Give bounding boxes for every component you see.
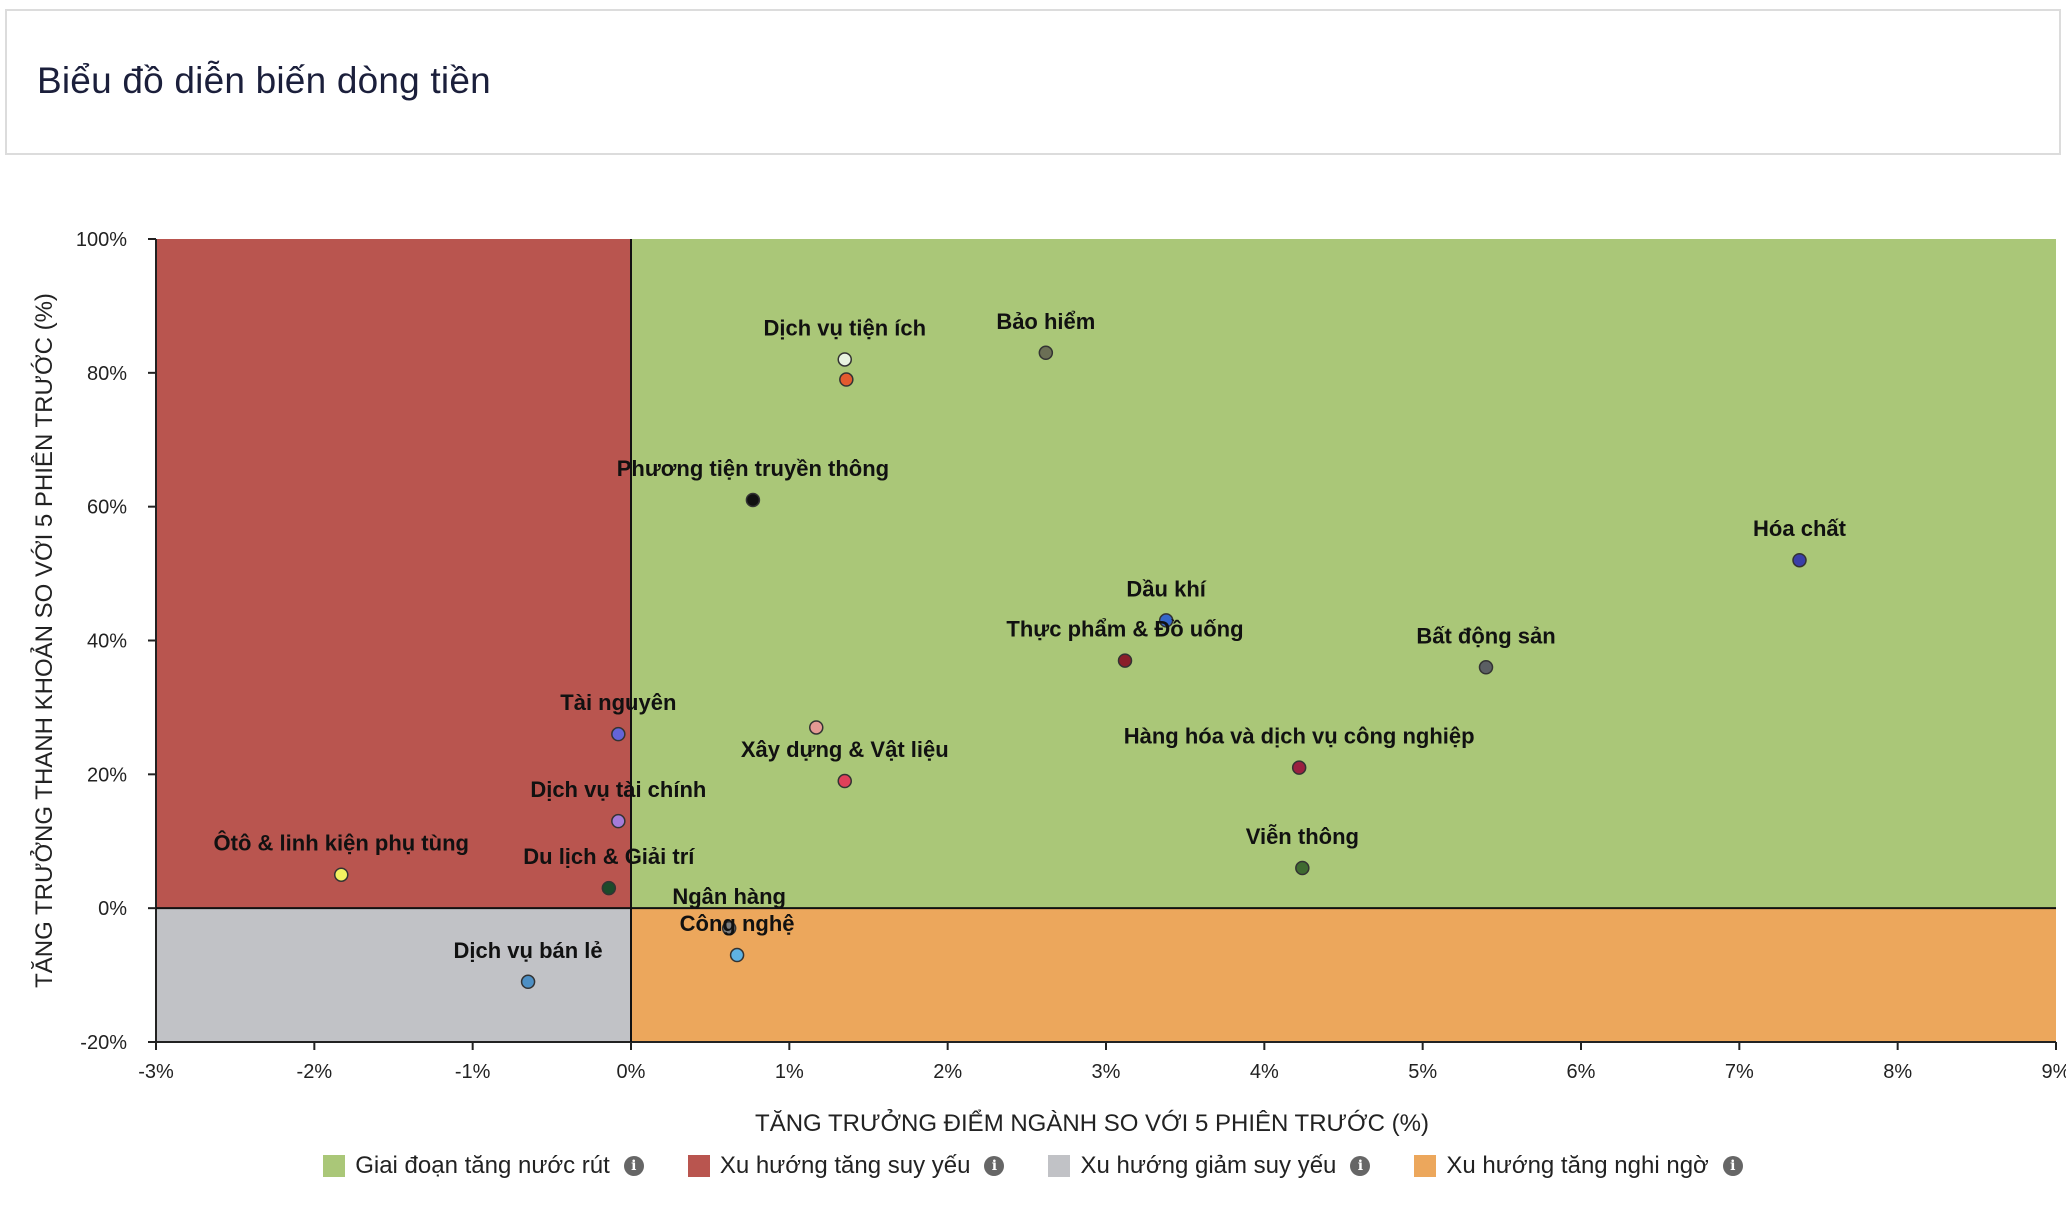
info-icon[interactable]: i [1350,1156,1371,1176]
data-point [839,372,854,387]
legend-label: Xu hướng tăng nghi ngờ [1446,1152,1709,1179]
data-point [721,920,737,936]
data-point [1038,345,1054,361]
legend-swatch [687,1155,710,1177]
y-tick-label: 80% [87,363,127,385]
data-point [611,726,626,742]
y-axis-ticks: 100% 80% 60% 40% 20% 0% -20% [76,229,156,1054]
quadrant-giam-suy-yeu [156,908,631,1042]
x-tick-label: -1% [455,1061,491,1083]
data-point [520,974,536,990]
data-points [334,345,1807,990]
quadrant-tang-nghi-ngo [631,908,2056,1042]
data-label: Dầu khí [1126,576,1206,601]
y-tick-label: 40% [87,631,127,653]
data-label: Công nghệ [680,911,795,936]
data-point [745,492,761,508]
data-point [729,947,745,963]
x-tick-label: 3% [1092,1061,1121,1083]
data-labels: Bảo hiểm Dịch vụ tiện ích Phương tiện truy… [214,309,1847,963]
x-tick-label: 2% [933,1061,962,1083]
data-label: Du lịch & Giải trí [523,844,695,869]
x-tick-label: 0% [617,1061,646,1083]
quadrant-tang-nuoc-rut [631,239,2056,909]
x-tick-label: 8% [1883,1061,1912,1083]
data-label: Ôtô & linh kiện phụ tùng [214,831,469,856]
x-tick-label: 5% [1408,1061,1437,1083]
y-axis-label: TĂNG TRƯỞNG THANH KHOẢN SO VỚI 5 PHIÊN T… [29,293,58,988]
data-label: Bất động sản [1416,623,1555,648]
data-point [1291,760,1307,775]
data-point [1295,860,1310,876]
x-tick-label: -2% [297,1061,333,1083]
page-title: Biểu đồ diễn biến dòng tiền [37,60,491,101]
data-label: Dịch vụ tài chính [530,777,706,802]
data-label: Viễn thông [1246,824,1359,849]
x-tick-label: 7% [1725,1061,1754,1083]
legend-item-tang-nuoc-rut[interactable]: Giai đoạn tăng nước rút i [323,1152,644,1180]
chart-legend: Giai đoạn tăng nước rút i Xu hướng tăng … [0,1152,2066,1180]
data-label: Ngân hàng [672,884,786,909]
data-point [809,720,824,735]
x-tick-label: -3% [138,1061,174,1083]
data-label: Dịch vụ bán lẻ [454,938,603,963]
y-tick-label: -20% [80,1032,127,1054]
x-tick-label: 1% [775,1061,804,1083]
legend-label: Xu hướng giảm suy yếu [1080,1152,1337,1179]
legend-swatch [1048,1155,1071,1177]
data-point [837,773,852,789]
data-label: Tài nguyên [560,690,676,715]
y-tick-label: 0% [98,898,127,920]
info-icon[interactable]: i [984,1156,1005,1176]
x-axis-label: TĂNG TRƯỞNG ĐIỂM NGÀNH SO VỚI 5 PHIÊN TR… [755,1108,1429,1137]
data-label: Bảo hiểm [996,309,1095,334]
data-point [1478,660,1494,675]
data-label: Xây dựng & Vật liệu [741,737,949,762]
data-point [1117,653,1133,668]
x-axis-ticks: -3% -2% -1% 0% 1% 2% 3% 4% 5% 6% 7% 8% 9% [138,1042,2066,1083]
legend-label: Giai đoạn tăng nước rút [355,1152,610,1179]
data-point [334,867,349,882]
data-point [1158,613,1174,628]
quadrant-tang-suy-yeu [156,239,631,909]
data-label: Dịch vụ tiện ích [763,315,926,340]
info-icon[interactable]: i [623,1156,644,1176]
x-tick-label: 6% [1567,1061,1596,1083]
data-label: Thực phẩm & Đồ uống [1006,617,1243,642]
data-point [837,352,852,367]
legend-item-tang-suy-yeu[interactable]: Xu hướng tăng suy yếu i [687,1152,1005,1180]
x-tick-label: 9% [2042,1061,2066,1083]
quadrant-backgrounds [156,239,2056,1042]
data-label: Hóa chất [1753,516,1847,541]
data-point [611,813,626,829]
header-panel [5,9,2061,155]
legend-swatch [1414,1155,1437,1177]
legend-label: Xu hướng tăng suy yếu [719,1152,971,1179]
y-tick-label: 60% [87,497,127,519]
x-tick-label: 4% [1250,1061,1279,1083]
data-label: Hàng hóa và dịch vụ công nghiệp [1124,724,1475,749]
legend-item-giam-suy-yeu[interactable]: Xu hướng giảm suy yếu i [1048,1152,1371,1180]
data-point [601,880,617,896]
y-tick-label: 20% [87,764,127,786]
y-tick-label: 100% [76,229,127,251]
data-point [1792,552,1807,568]
legend-item-tang-nghi-ngo[interactable]: Xu hướng tăng nghi ngờ i [1414,1152,1743,1180]
info-icon[interactable]: i [1722,1156,1743,1176]
data-label: Phương tiện truyền thông [617,456,889,481]
legend-swatch [323,1155,346,1177]
